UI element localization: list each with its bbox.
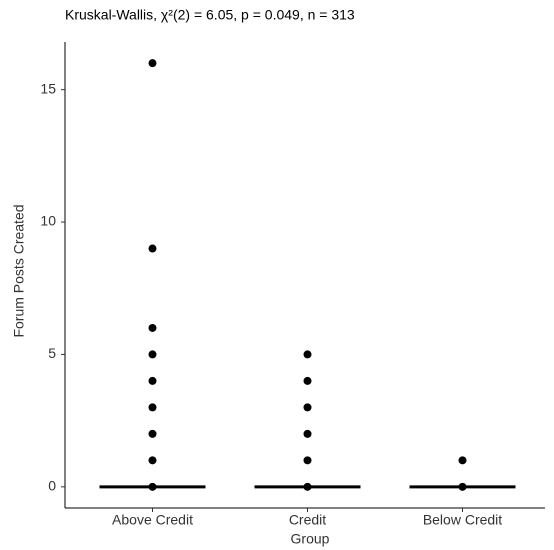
point [148,403,157,412]
point [303,403,312,412]
point [303,350,312,359]
y-tick-label: 5 [48,345,56,361]
y-axis-label: Forum Posts Created [11,204,27,337]
point [148,350,157,359]
point [458,456,467,465]
x-axis-label: Group [291,531,330,547]
point [148,244,157,253]
point [148,323,157,332]
y-tick-label: 10 [40,213,56,229]
y-tick-label: 0 [48,478,56,494]
x-tick-label: Below Credit [423,512,502,528]
point [148,59,157,68]
x-tick-label: Credit [289,512,326,528]
point [303,376,312,385]
chart-title: Kruskal-Wallis, χ²(2) = 6.05, p = 0.049,… [65,7,355,23]
point [148,376,157,385]
y-tick-label: 15 [40,80,56,96]
x-tick-label: Above Credit [112,512,193,528]
point [148,429,157,438]
point [303,429,312,438]
point [148,456,157,465]
point [303,456,312,465]
